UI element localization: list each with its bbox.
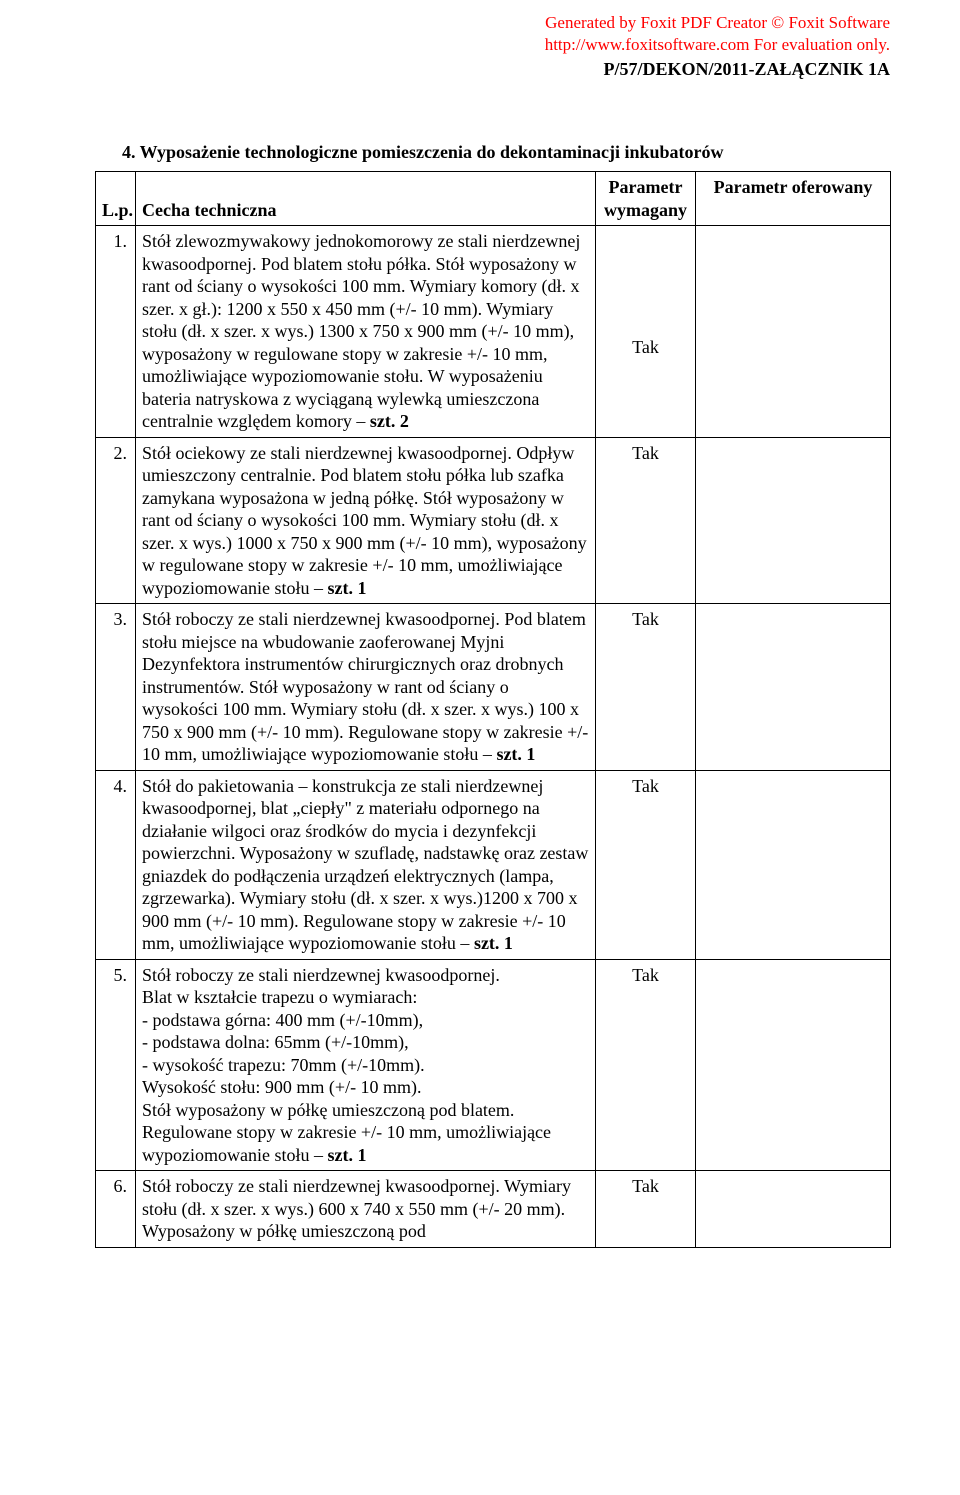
pdf-watermark: Generated by Foxit PDF Creator © Foxit S…	[95, 12, 890, 56]
row-qty: szt. 1	[474, 933, 513, 953]
row-text: Stół ociekowy ze stali nierdzewnej kwaso…	[136, 437, 596, 604]
row-offered	[696, 1171, 891, 1248]
col-param-off: Parametr oferowany	[696, 172, 891, 226]
row-number: 6.	[96, 1171, 136, 1248]
table-row: 5.Stół roboczy ze stali nierdzewnej kwas…	[96, 959, 891, 1171]
col-param-req: Parametr wymagany	[596, 172, 696, 226]
row-qty: szt. 1	[327, 578, 366, 598]
row-qty: szt. 1	[496, 744, 535, 764]
row-qty: szt. 2	[370, 411, 409, 431]
row-text: Stół roboczy ze stali nierdzewnej kwasoo…	[136, 1171, 596, 1248]
row-text: Stół do pakietowania – konstrukcja ze st…	[136, 770, 596, 959]
row-offered	[696, 226, 891, 438]
table-row: 6.Stół roboczy ze stali nierdzewnej kwas…	[96, 1171, 891, 1248]
row-text: Stół roboczy ze stali nierdzewnej kwasoo…	[136, 604, 596, 771]
row-text: Stół roboczy ze stali nierdzewnej kwasoo…	[136, 959, 596, 1171]
row-required: Tak	[596, 226, 696, 438]
table-header-row: L.p. Cecha techniczna Parametr wymagany …	[96, 172, 891, 226]
row-number: 1.	[96, 226, 136, 438]
watermark-eval: For evaluation only.	[749, 35, 890, 54]
table-row: 4.Stół do pakietowania – konstrukcja ze …	[96, 770, 891, 959]
table-row: 1.Stół zlewozmywakowy jednokomorowy ze s…	[96, 226, 891, 438]
param-req-l1: Parametr	[609, 177, 683, 197]
row-number: 2.	[96, 437, 136, 604]
spec-table: L.p. Cecha techniczna Parametr wymagany …	[95, 171, 891, 1248]
table-row: 3.Stół roboczy ze stali nierdzewnej kwas…	[96, 604, 891, 771]
row-offered	[696, 437, 891, 604]
row-required: Tak	[596, 604, 696, 771]
row-qty: szt. 1	[327, 1145, 366, 1165]
watermark-url[interactable]: http://www.foxitsoftware.com	[545, 35, 750, 54]
row-required: Tak	[596, 959, 696, 1171]
row-offered	[696, 604, 891, 771]
param-req-l2: wymagany	[604, 200, 687, 220]
col-lp: L.p.	[96, 172, 136, 226]
row-text: Stół zlewozmywakowy jednokomorowy ze sta…	[136, 226, 596, 438]
row-number: 5.	[96, 959, 136, 1171]
document-code: P/57/DEKON/2011-ZAŁĄCZNIK 1A	[95, 58, 890, 81]
table-row: 2.Stół ociekowy ze stali nierdzewnej kwa…	[96, 437, 891, 604]
row-offered	[696, 959, 891, 1171]
section-title: 4. Wyposażenie technologiczne pomieszcze…	[122, 141, 890, 164]
row-required: Tak	[596, 437, 696, 604]
row-number: 3.	[96, 604, 136, 771]
row-offered	[696, 770, 891, 959]
row-number: 4.	[96, 770, 136, 959]
watermark-line1: Generated by Foxit PDF Creator © Foxit S…	[545, 13, 890, 32]
table-body: 1.Stół zlewozmywakowy jednokomorowy ze s…	[96, 226, 891, 1248]
row-required: Tak	[596, 770, 696, 959]
col-cecha: Cecha techniczna	[136, 172, 596, 226]
row-required: Tak	[596, 1171, 696, 1248]
